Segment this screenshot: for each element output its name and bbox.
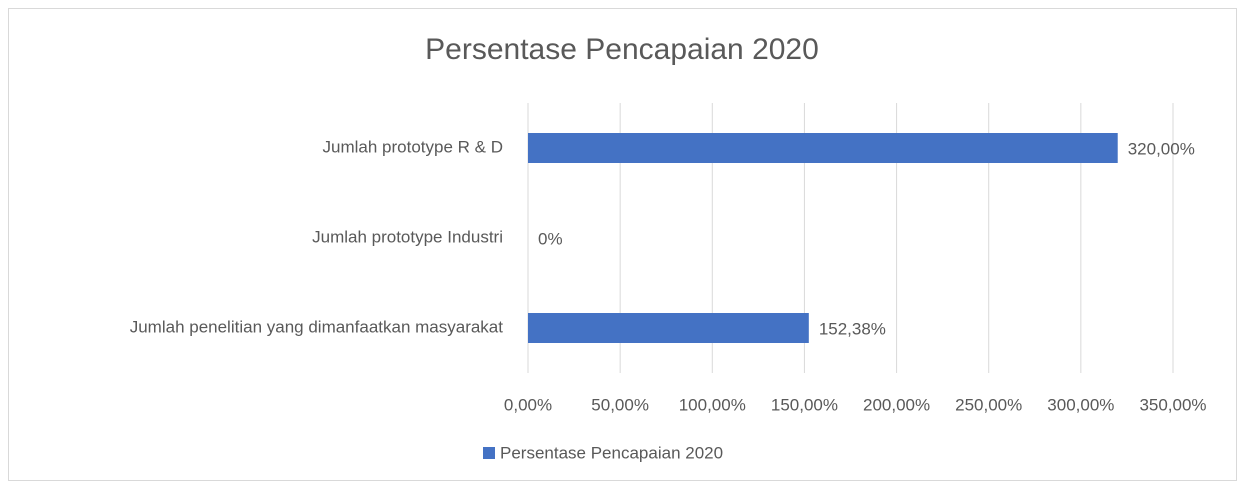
data-label: 152,38% bbox=[819, 319, 886, 338]
x-tick-label: 250,00% bbox=[955, 395, 1022, 414]
bar bbox=[528, 133, 1118, 163]
x-tick-label: 100,00% bbox=[679, 395, 746, 414]
y-tick-label: Jumlah prototype Industri bbox=[312, 227, 503, 246]
bar bbox=[528, 313, 809, 343]
x-tick-label: 50,00% bbox=[591, 395, 649, 414]
x-tick-label: 200,00% bbox=[863, 395, 930, 414]
y-tick-label: Jumlah prototype R & D bbox=[323, 137, 503, 156]
legend-swatch bbox=[483, 447, 495, 459]
y-tick-label: Jumlah penelitian yang dimanfaatkan masy… bbox=[130, 317, 504, 336]
legend-label: Persentase Pencapaian 2020 bbox=[500, 443, 723, 462]
x-tick-label: 300,00% bbox=[1047, 395, 1114, 414]
data-label: 0% bbox=[538, 229, 563, 248]
data-label: 320,00% bbox=[1128, 139, 1195, 158]
x-tick-label: 150,00% bbox=[771, 395, 838, 414]
chart-frame bbox=[8, 8, 1237, 481]
x-tick-label: 350,00% bbox=[1139, 395, 1206, 414]
chart-title: Persentase Pencapaian 2020 bbox=[425, 33, 819, 66]
x-tick-label: 0,00% bbox=[504, 395, 552, 414]
